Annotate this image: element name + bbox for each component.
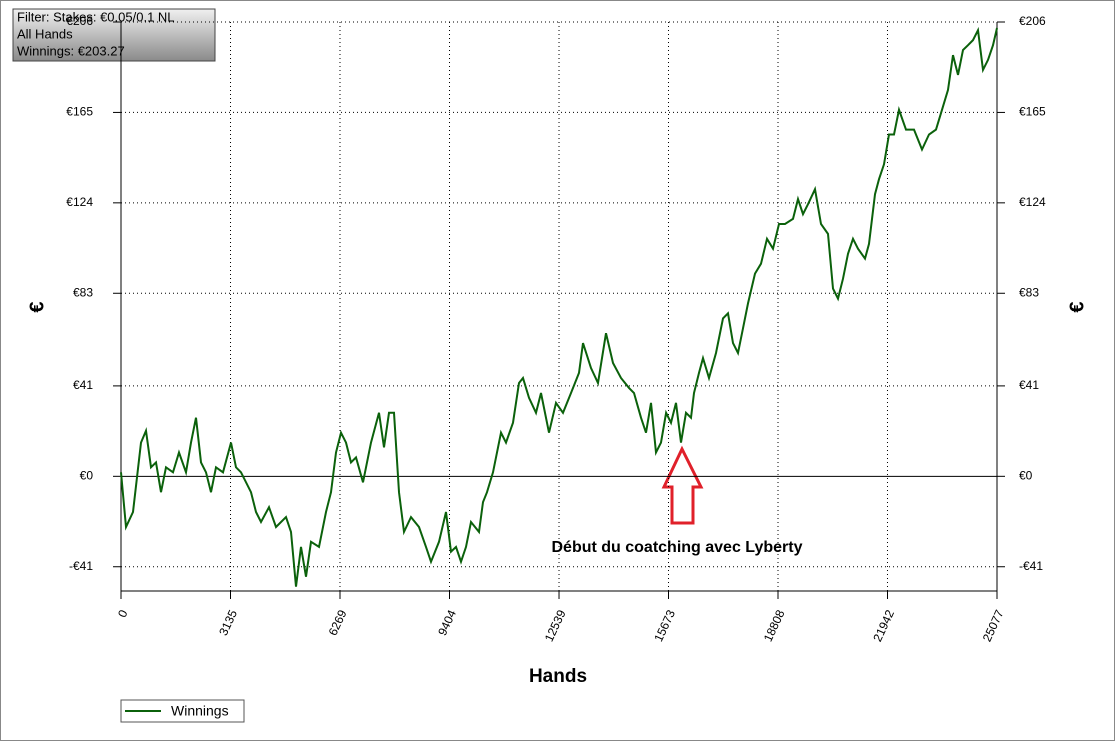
x-tick-label: 3135 (216, 607, 240, 637)
y2-tick-label: €0 (1019, 468, 1033, 482)
y2-axis-label: € (1066, 301, 1088, 312)
x-tick-label: 25077 (980, 607, 1007, 643)
legend-box (120, 699, 245, 723)
y2-tick-label: €206 (1019, 14, 1046, 28)
x-axis-label: Hands (529, 666, 587, 687)
legend-label: Winnings (171, 703, 229, 719)
y2-tick-label: €165 (1019, 105, 1046, 119)
y-axis-label: € (26, 301, 48, 312)
filter-line: Winnings: €203.27 (17, 43, 125, 58)
x-tick-label: 6269 (326, 607, 350, 637)
x-tick-label: 0 (115, 607, 131, 619)
y2-tick-label: €83 (1019, 285, 1039, 299)
y-tick-label: €165 (66, 105, 93, 119)
x-tick-label: 18808 (761, 607, 788, 643)
x-tick-label: 9404 (435, 607, 459, 637)
x-tick-label: 12539 (542, 607, 569, 643)
y-tick-label: -€41 (69, 559, 93, 573)
y-tick-label: €83 (73, 285, 93, 299)
x-tick-label: 15673 (651, 607, 678, 643)
filter-box (12, 8, 216, 62)
y2-tick-label: €41 (1019, 378, 1039, 392)
y-tick-label: €0 (80, 468, 94, 482)
y2-tick-label: -€41 (1019, 559, 1043, 573)
arrow (661, 445, 704, 525)
y2-tick-label: €124 (1019, 195, 1046, 209)
y-tick-label: €206 (66, 14, 93, 28)
filter-line: Filter: Stakes: €0.05/0.1 NL (17, 9, 175, 24)
y-tick-label: €124 (66, 195, 93, 209)
y-tick-label: €41 (73, 378, 93, 392)
annotation: Début du coatching avec Lyberty (551, 539, 802, 556)
x-tick-label: 21942 (870, 607, 897, 643)
filter-line: All Hands (17, 26, 73, 41)
series-line (120, 26, 998, 587)
